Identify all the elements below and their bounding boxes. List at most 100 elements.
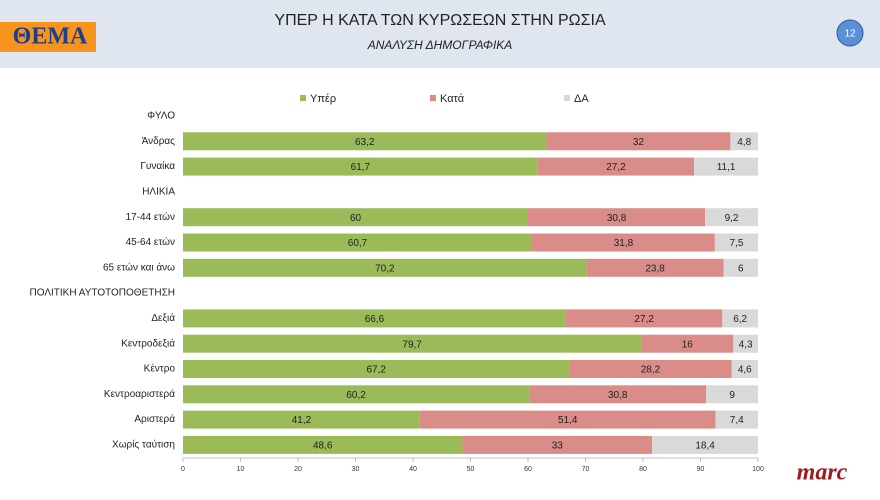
y-tick-label: Άνδρας	[142, 136, 176, 147]
legend-label: Κατά	[440, 93, 465, 105]
value-label: 51,4	[558, 415, 578, 426]
value-label: 60,7	[348, 238, 368, 249]
header-band	[0, 0, 880, 68]
value-label: 67,2	[366, 365, 386, 376]
bar-segment	[183, 360, 570, 378]
legend-swatch	[564, 95, 570, 101]
value-label: 7,4	[730, 415, 744, 426]
value-label: 60,2	[346, 390, 366, 401]
value-label: 30,8	[607, 213, 627, 224]
bar-segment	[694, 157, 758, 176]
y-tick-label: 17-44 ετών	[126, 211, 175, 223]
bar-segment	[706, 385, 758, 404]
y-tick-label: ΠΟΛΙΤΙΚΗ ΑΥΤΟΤΟΠΟΘΕΤΗΣΗ	[30, 288, 175, 299]
y-tick-label: Κεντροδεξιά	[121, 337, 175, 349]
x-tick-label: 30	[352, 466, 360, 473]
logo-box	[0, 22, 96, 52]
value-label: 32	[633, 137, 645, 148]
x-tick-label: 100	[752, 466, 764, 473]
page-badge	[836, 19, 864, 47]
bar-segment	[641, 334, 734, 353]
bar-segment	[715, 410, 758, 429]
value-label: 6,2	[733, 314, 747, 325]
bar-segment	[183, 233, 533, 252]
value-label: 48,6	[313, 441, 333, 452]
value-label: 4,8	[737, 137, 751, 148]
value-label: 70,2	[375, 263, 395, 274]
logo: ΘΕΜΑ	[13, 24, 88, 50]
bar-segment	[733, 334, 758, 353]
bar-segment	[705, 208, 758, 227]
value-label: 63,2	[355, 137, 375, 148]
x-tick-label: 10	[237, 466, 245, 473]
legend-swatch	[300, 95, 306, 101]
value-label: 41,2	[292, 415, 312, 426]
bar-segment	[183, 258, 587, 277]
value-label: 11,1	[717, 162, 736, 173]
bar-segment	[528, 208, 706, 227]
y-tick-label: 65 ετών και άνω	[103, 261, 175, 273]
value-label: 79,7	[402, 339, 422, 350]
bar-segment	[529, 385, 707, 404]
value-label: 6	[738, 263, 744, 274]
value-label: 16	[682, 339, 694, 350]
y-tick-label: Γυναίκα	[140, 160, 175, 172]
x-tick-label: 0	[181, 466, 185, 473]
x-tick-label: 50	[467, 466, 475, 473]
bar-segment	[462, 435, 653, 454]
value-label: 9,2	[725, 213, 739, 224]
bar-segment	[565, 309, 723, 328]
bar-segment	[652, 435, 758, 454]
bar-segment	[586, 258, 724, 277]
bar-segment	[183, 435, 463, 454]
page-number: 12	[844, 29, 856, 40]
y-tick-label: Κεντροαριστερά	[104, 388, 175, 400]
bar-segment	[419, 410, 716, 429]
bar-segment	[731, 360, 758, 378]
value-label: 61,7	[351, 162, 371, 173]
value-label: 7,5	[729, 238, 743, 249]
value-label: 60	[350, 213, 362, 224]
value-label: 27,2	[606, 162, 626, 173]
value-label: 33	[552, 441, 564, 452]
value-label: 4,3	[739, 339, 753, 350]
value-label: 27,2	[634, 314, 654, 325]
x-tick-label: 90	[697, 466, 705, 473]
y-tick-label: 45-64 ετών	[126, 236, 175, 248]
legend-label: Υπέρ	[310, 93, 336, 105]
y-tick-label: ΦΥΛΟ	[147, 111, 175, 122]
bar-segment	[183, 410, 420, 429]
value-label: 23,8	[645, 263, 665, 274]
bar-segment	[183, 157, 538, 176]
y-tick-label: ΗΛΙΚΙΑ	[142, 187, 175, 198]
value-label: 9	[729, 390, 735, 401]
value-label: 28,2	[641, 365, 661, 376]
y-tick-label: Δεξιά	[151, 312, 175, 324]
y-tick-label: Κέντρο	[144, 363, 176, 375]
x-tick-label: 40	[409, 466, 417, 473]
bar-segment	[730, 132, 758, 151]
chart-subtitle: ΑΝΑΛΥΣΗ ΔΗΜΟΓΡΑΦΙΚΑ	[367, 38, 513, 52]
footer-logo: marc	[797, 460, 848, 486]
y-tick-label: Αριστερά	[134, 413, 175, 425]
value-label: 30,8	[608, 390, 628, 401]
bar-segment	[569, 360, 732, 378]
bar-segment	[183, 132, 547, 151]
value-label: 31,8	[614, 238, 634, 249]
chart-title: ΥΠΕΡ Η ΚΑΤΑ ΤΩΝ ΚΥΡΩΣΕΩΝ ΣΤΗΝ ΡΩΣΙΑ	[274, 12, 606, 29]
x-tick-label: 70	[582, 466, 590, 473]
bar-segment	[183, 334, 642, 353]
y-tick-label: Χωρίς ταύτιση	[112, 439, 175, 451]
legend-swatch	[430, 95, 436, 101]
x-tick-label: 60	[524, 466, 532, 473]
legend-label: ΔΑ	[574, 93, 589, 105]
bar-segment	[537, 157, 695, 176]
bar-segment	[722, 309, 758, 328]
value-label: 4,6	[738, 365, 752, 376]
bar-segment	[183, 309, 566, 328]
value-label: 66,6	[365, 314, 385, 325]
bar-segment	[546, 132, 731, 151]
bar-segment	[723, 258, 758, 277]
value-label: 18,4	[695, 441, 715, 452]
